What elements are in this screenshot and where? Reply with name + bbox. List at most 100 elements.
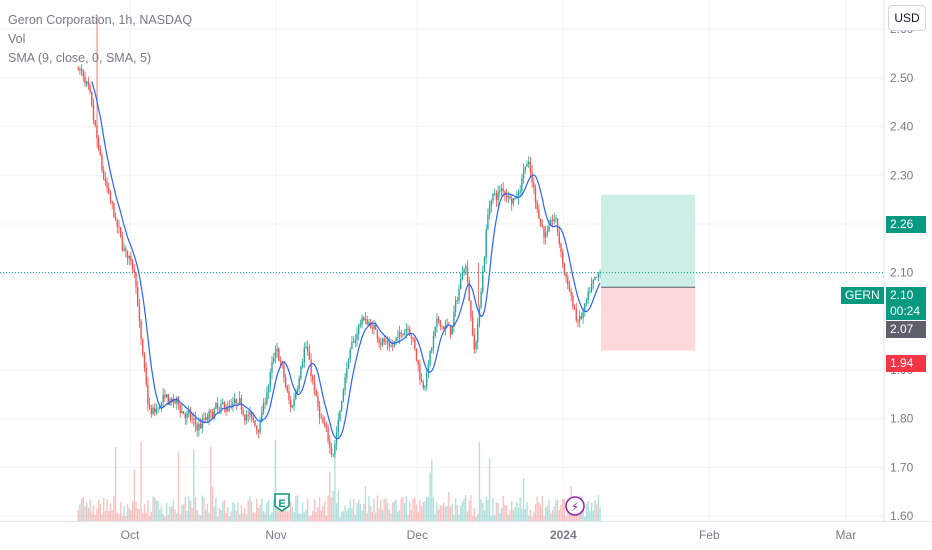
candle[interactable]: [300, 365, 302, 381]
candle[interactable]: [527, 156, 530, 168]
candle[interactable]: [427, 359, 430, 379]
candle[interactable]: [306, 340, 309, 357]
candle[interactable]: [179, 403, 181, 418]
candle[interactable]: [271, 356, 273, 380]
candle[interactable]: [111, 200, 113, 210]
candle[interactable]: [458, 284, 460, 304]
candle[interactable]: [162, 388, 164, 408]
candle[interactable]: [266, 386, 268, 406]
candle[interactable]: [410, 334, 413, 346]
candle[interactable]: [91, 90, 93, 108]
candle[interactable]: [575, 302, 577, 323]
candle[interactable]: [442, 325, 445, 330]
candle[interactable]: [77, 66, 79, 72]
candle[interactable]: [493, 188, 496, 196]
candle[interactable]: [303, 342, 305, 368]
candle[interactable]: [578, 310, 581, 328]
candle[interactable]: [420, 373, 423, 383]
candle[interactable]: [262, 398, 265, 415]
candle[interactable]: [308, 344, 311, 360]
candle[interactable]: [330, 443, 333, 458]
candle[interactable]: [373, 319, 375, 335]
candle[interactable]: [397, 330, 399, 343]
candle[interactable]: [533, 177, 535, 194]
candle[interactable]: [230, 398, 232, 410]
candle[interactable]: [133, 264, 135, 278]
candle[interactable]: [113, 202, 115, 218]
candle[interactable]: [546, 225, 549, 237]
candle[interactable]: [519, 184, 521, 196]
candle[interactable]: [289, 395, 292, 413]
candle[interactable]: [560, 242, 562, 258]
sma-legend[interactable]: SMA (9, close, 0, SMA, 5): [8, 51, 152, 65]
candle[interactable]: [459, 272, 462, 290]
candle[interactable]: [301, 358, 304, 369]
candle[interactable]: [488, 200, 491, 220]
candle[interactable]: [157, 406, 159, 414]
candle[interactable]: [558, 226, 560, 248]
candle[interactable]: [291, 404, 294, 409]
candle[interactable]: [199, 418, 202, 430]
candle[interactable]: [211, 408, 214, 419]
candle[interactable]: [595, 276, 598, 279]
candle[interactable]: [403, 329, 406, 336]
candle[interactable]: [201, 413, 203, 434]
candle[interactable]: [524, 166, 526, 174]
candle[interactable]: [310, 353, 312, 383]
candle[interactable]: [164, 389, 166, 402]
candle[interactable]: [257, 429, 260, 439]
candle[interactable]: [186, 409, 188, 425]
candle[interactable]: [340, 400, 343, 412]
candle[interactable]: [594, 276, 596, 281]
candle[interactable]: [431, 346, 433, 354]
candle[interactable]: [325, 421, 328, 433]
candle[interactable]: [480, 287, 482, 310]
candle[interactable]: [272, 352, 275, 365]
candle[interactable]: [238, 391, 241, 406]
candle[interactable]: [227, 400, 229, 412]
candle[interactable]: [521, 173, 523, 197]
candle[interactable]: [255, 424, 258, 435]
candle[interactable]: [536, 199, 538, 214]
candle[interactable]: [417, 360, 419, 372]
candle[interactable]: [152, 404, 154, 416]
candle[interactable]: [585, 297, 588, 307]
candle[interactable]: [329, 435, 331, 454]
candle[interactable]: [323, 416, 326, 428]
candle[interactable]: [414, 336, 416, 351]
volume-legend[interactable]: Vol: [8, 32, 26, 46]
candle[interactable]: [378, 336, 380, 348]
candle[interactable]: [565, 272, 567, 284]
candle[interactable]: [439, 320, 441, 331]
candle[interactable]: [485, 224, 487, 264]
candle[interactable]: [437, 315, 440, 325]
candle[interactable]: [510, 195, 513, 211]
candle[interactable]: [351, 335, 353, 350]
candle[interactable]: [561, 248, 564, 269]
candle[interactable]: [82, 68, 84, 82]
candle[interactable]: [191, 414, 193, 425]
stop-zone[interactable]: [600, 287, 696, 351]
candle[interactable]: [400, 329, 402, 340]
candle[interactable]: [126, 250, 129, 265]
candle[interactable]: [288, 384, 290, 405]
candle[interactable]: [551, 214, 554, 228]
candle[interactable]: [142, 337, 144, 358]
candle[interactable]: [176, 396, 178, 410]
candle[interactable]: [473, 328, 475, 354]
currency-button[interactable]: USD: [888, 5, 926, 31]
candle[interactable]: [352, 336, 355, 344]
candle[interactable]: [196, 422, 198, 437]
candle[interactable]: [563, 262, 566, 276]
candle[interactable]: [264, 397, 266, 410]
candle[interactable]: [269, 368, 271, 393]
candle[interactable]: [318, 400, 321, 425]
candle[interactable]: [592, 279, 594, 290]
candle[interactable]: [507, 191, 509, 204]
candle[interactable]: [278, 347, 280, 362]
candle[interactable]: [483, 256, 486, 273]
candle[interactable]: [497, 185, 499, 207]
candle[interactable]: [143, 351, 146, 373]
candle[interactable]: [361, 314, 363, 329]
candle[interactable]: [395, 337, 397, 346]
